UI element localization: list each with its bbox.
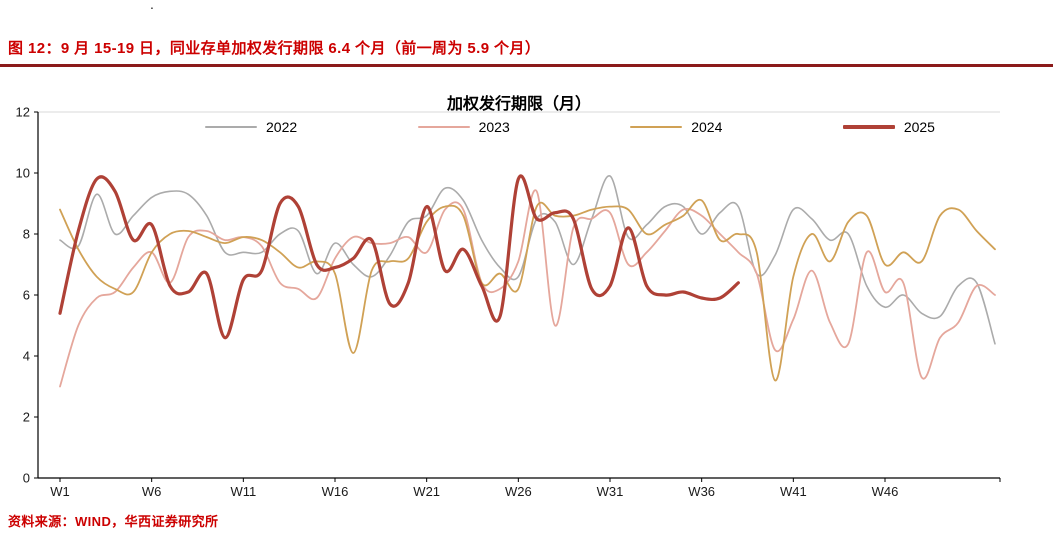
legend-label: 2024 [691,119,723,135]
x-tick-label: W21 [413,484,440,499]
legend-label: 2023 [478,119,510,135]
chart-title: 加权发行期限（月） [446,96,591,113]
x-tick-label: W46 [872,484,899,499]
stray-mark: . [150,0,154,12]
x-tick-label: W16 [322,484,349,499]
legend-line-icon [842,125,895,129]
y-tick-label: 12 [16,105,30,120]
legend-item-2025: 2025 [842,119,935,135]
x-tick-label: W36 [688,484,715,499]
figure-caption: 图 12：9 月 15-19 日，同业存单加权发行期限 6.4 个月（前一周为 … [8,40,541,57]
y-tick-label: 0 [23,471,30,486]
legend-line-icon [417,126,470,128]
legend-line-icon [630,126,683,128]
series-line-2024 [59,198,996,382]
y-tick-label: 2 [23,410,30,425]
series-line-2023 [59,189,996,388]
legend-label: 2022 [266,119,298,135]
divider-rule [0,64,1053,67]
series-line-2022 [59,175,996,345]
legend-line-icon [205,126,257,128]
series-line-2025 [58,174,740,340]
x-tick-label: W31 [597,484,624,499]
y-tick-label: 4 [23,349,30,364]
x-tick-label: W6 [142,484,162,499]
x-tick-label: W1 [50,484,70,499]
legend-item-2022: 2022 [205,119,297,135]
chart-legend: 2022 2023 2024 2025 [205,119,935,135]
legend-label: 2025 [903,119,935,135]
legend-item-2023: 2023 [417,119,510,135]
y-tick-label: 6 [23,288,30,303]
x-tick-label: W41 [780,484,807,499]
y-tick-label: 8 [23,227,30,242]
x-tick-label: W11 [230,484,256,499]
source-note: 资料来源：WIND，华西证券研究所 [8,514,219,529]
x-tick-label: W26 [505,484,532,499]
legend-item-2024: 2024 [630,119,722,135]
y-tick-label: 10 [16,166,30,181]
